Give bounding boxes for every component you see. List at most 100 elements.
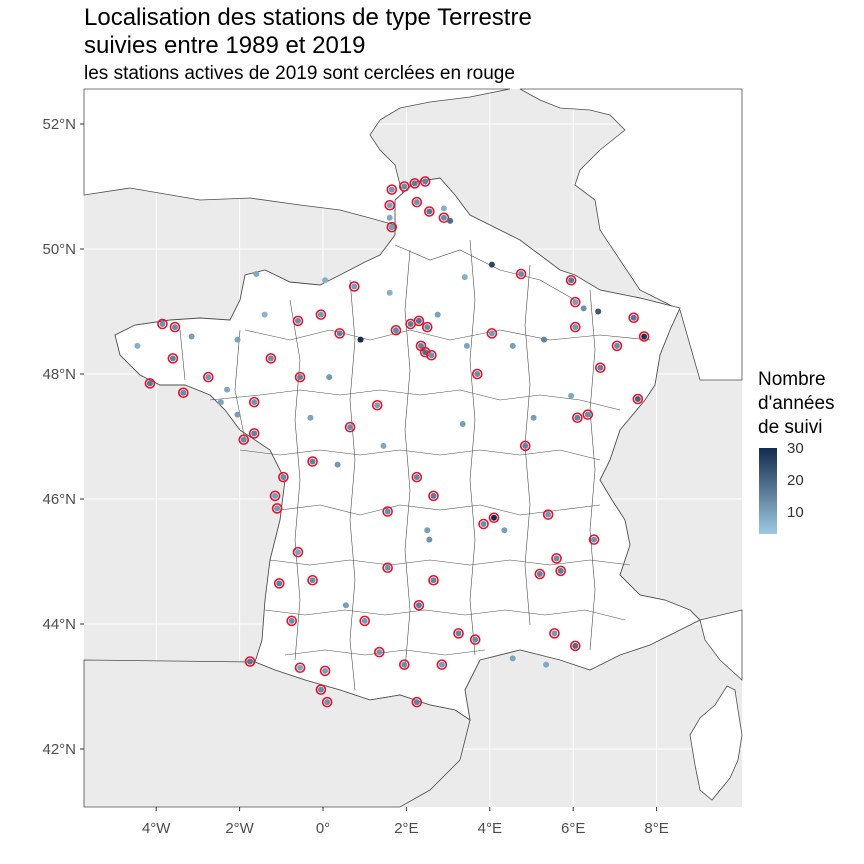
active-station-ring: [307, 456, 318, 467]
active-station-ring: [248, 428, 260, 439]
legend-color-bar: [759, 448, 777, 534]
x-tick-label: 4°W: [142, 820, 171, 837]
station-point: [297, 374, 304, 381]
station-point: [463, 342, 470, 349]
active-station-ring: [632, 393, 644, 405]
active-station-ring: [292, 546, 304, 558]
active-station-ring: [373, 646, 385, 658]
active-station-ring: [244, 656, 256, 667]
active-station-ring: [319, 665, 331, 677]
active-station-ring: [419, 346, 431, 358]
station-point: [317, 311, 324, 318]
active-station-ring: [359, 615, 371, 627]
y-axis: 52°N 50°N 48°N 46°N 44°N 42°N: [42, 116, 84, 758]
station-point: [634, 396, 641, 402]
active-station-ring: [265, 353, 277, 364]
active-station-ring: [382, 562, 393, 574]
legend-title-line-1: Nombre: [758, 369, 826, 390]
active-station-ring: [471, 368, 483, 380]
active-station-ring: [386, 184, 398, 195]
active-station-ring: [178, 387, 189, 399]
active-station-ring: [315, 309, 327, 320]
y-tick-label: 48°N: [42, 366, 76, 383]
station-point: [169, 355, 176, 362]
active-station-ring: [569, 296, 581, 308]
station-point: [224, 386, 231, 393]
active-station-ring: [519, 440, 531, 452]
active-station-ring: [469, 634, 481, 645]
station-point: [426, 208, 433, 215]
active-station-ring: [286, 615, 298, 627]
station-point: [322, 277, 329, 284]
land-italy: [699, 609, 743, 681]
active-station-ring: [157, 318, 168, 330]
active-station-ring: [438, 212, 450, 224]
station-point: [180, 389, 187, 396]
station-point: [553, 555, 560, 562]
department-boundaries: [179, 239, 651, 691]
station-point: [413, 474, 420, 481]
active-station-ring: [565, 274, 577, 286]
station-point: [509, 342, 516, 349]
station-point: [557, 567, 564, 574]
station-point: [530, 414, 537, 421]
station-point: [417, 342, 424, 349]
station-point: [146, 380, 153, 387]
station-point: [240, 436, 247, 443]
map-title-line-2: suivies entre 1989 et 2019: [84, 32, 366, 59]
active-station-ring: [203, 371, 214, 383]
active-station-ring: [273, 578, 285, 589]
station-point: [267, 355, 274, 362]
station-point: [572, 299, 579, 306]
station-point: [430, 492, 437, 499]
station-point: [217, 399, 224, 406]
station-point: [388, 186, 395, 193]
station-point: [342, 602, 349, 609]
station-point: [205, 374, 212, 381]
station-point: [322, 667, 329, 674]
active-station-ring: [292, 315, 304, 327]
active-station-ring: [321, 696, 333, 708]
active-station-ring: [411, 196, 423, 208]
station-point: [334, 461, 341, 468]
station-point: [317, 686, 324, 693]
station-point: [434, 311, 441, 318]
active-station-ring: [334, 328, 345, 339]
legend-tick-20: 20: [787, 472, 804, 489]
active-station-ring: [382, 506, 393, 517]
station-point: [541, 336, 548, 343]
active-station-ring: [549, 628, 560, 639]
active-station-ring: [269, 490, 281, 502]
x-axis: 4°W 2°W 0° 2°E 4°E 6°E 8°E: [142, 807, 669, 837]
station-point: [591, 536, 598, 543]
x-tick-label: 2°W: [225, 820, 254, 837]
station-point: [392, 327, 399, 334]
station-point: [386, 289, 393, 296]
station-point: [509, 655, 516, 662]
active-station-ring: [278, 471, 289, 483]
station-point: [584, 411, 591, 418]
station-point: [613, 342, 620, 349]
land-spain-bottom: [83, 659, 471, 808]
active-station-ring: [348, 281, 360, 292]
station-point: [447, 217, 454, 224]
legend-tick-30: 30: [787, 440, 804, 457]
x-tick-label: 0°: [316, 820, 330, 837]
station-point: [413, 199, 420, 206]
y-tick-label: 50°N: [42, 241, 76, 258]
station-point: [297, 664, 304, 671]
station-point: [361, 617, 368, 624]
active-station-ring: [542, 509, 554, 520]
map-title-line-1: Localisation des stations de type Terres…: [84, 4, 532, 31]
active-station-ring: [399, 659, 410, 670]
active-station-ring: [486, 328, 498, 339]
station-point: [551, 630, 558, 637]
station-point: [384, 564, 391, 571]
station-point: [307, 414, 314, 421]
station-point: [572, 324, 579, 331]
active-station-ring: [628, 312, 639, 324]
station-point: [428, 352, 435, 359]
station-point: [595, 308, 602, 315]
station-point: [630, 314, 637, 321]
station-point: [488, 261, 495, 268]
